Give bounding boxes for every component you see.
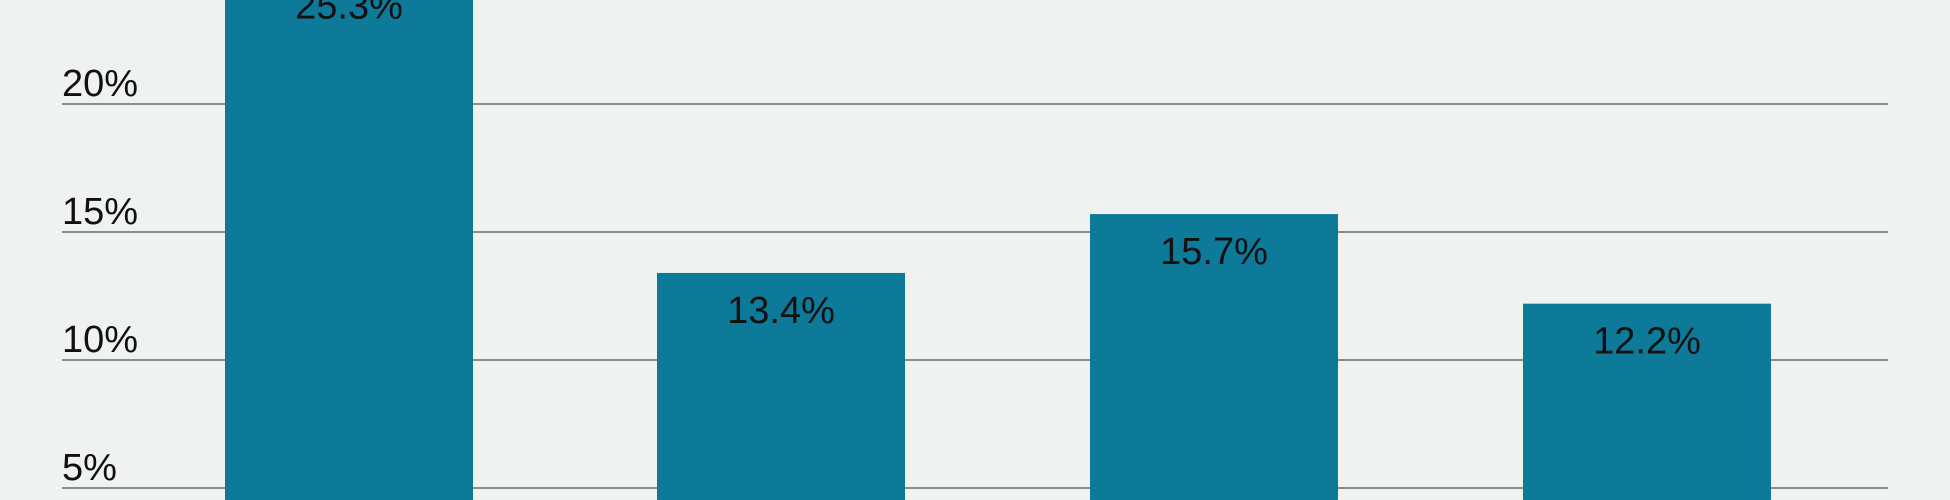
y-tick-label: 15% (62, 191, 138, 233)
y-tick-label: 5% (62, 447, 117, 489)
bar-value-label: 12.2% (1593, 321, 1701, 363)
y-axis-tick-labels: 5% 10% 15% 20% (62, 63, 138, 489)
bar (225, 0, 473, 500)
bar (1523, 303, 1771, 500)
bar (1090, 214, 1338, 500)
bar-value-label: 25.3% (295, 0, 403, 27)
bar-value-label: 13.4% (727, 290, 835, 332)
bar (657, 272, 905, 500)
y-tick-label: 10% (62, 319, 138, 361)
bars (225, 0, 1771, 500)
data-labels: 25.3% 13.4% 15.7% 12.2% (295, 0, 1701, 363)
bar-value-label: 15.7% (1160, 231, 1268, 273)
y-tick-label: 20% (62, 63, 138, 105)
